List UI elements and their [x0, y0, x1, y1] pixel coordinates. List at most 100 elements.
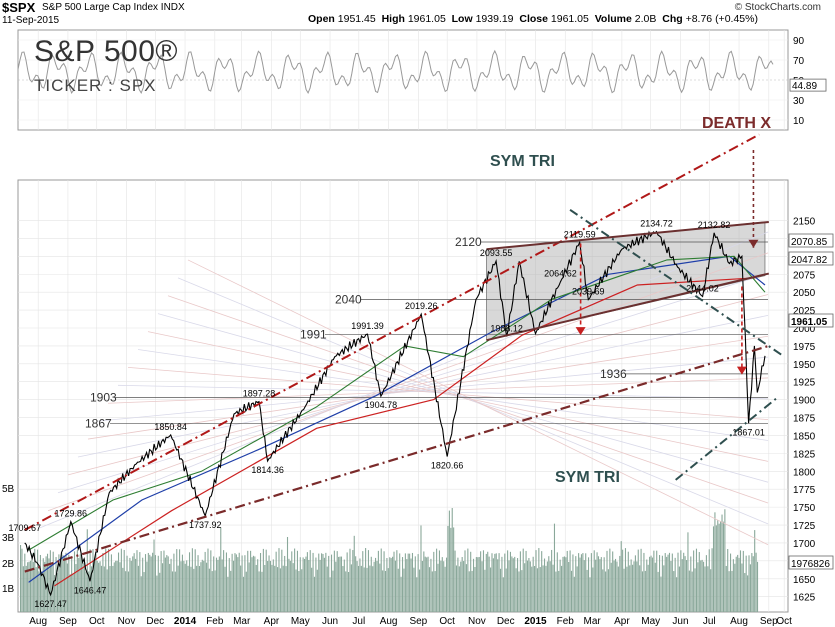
volume-bar [336, 551, 338, 612]
last-price-tag-box [788, 313, 834, 328]
volume-bar [91, 566, 93, 612]
volume-bar [356, 561, 358, 612]
exchange-code: INDX [160, 2, 185, 13]
volume-bar [179, 549, 181, 612]
volume-bar [333, 550, 335, 612]
volume-bar [745, 555, 747, 612]
volume-bar [340, 556, 343, 612]
y-tick-label: 1975 [793, 342, 816, 353]
volume-bar [734, 563, 736, 612]
ma200-price-tag: 2070.85 [791, 237, 828, 248]
volume-bar [269, 560, 272, 612]
volume-bar [282, 565, 284, 612]
volume-bar [127, 571, 130, 612]
volume-bar [227, 576, 229, 612]
volume-bar [641, 571, 644, 612]
volume-bar [626, 566, 628, 612]
high-value: 1961.05 [407, 13, 446, 25]
volume-bar [735, 556, 737, 612]
volume-bar [712, 526, 715, 612]
x-tick-label: Sep [59, 616, 77, 627]
volume-bar [556, 552, 558, 612]
volume-bar [552, 564, 554, 612]
volume-bar [622, 549, 624, 612]
volume-bar [481, 561, 483, 612]
volume-bar [585, 553, 587, 612]
volume-bar [433, 551, 435, 612]
volume-bar [279, 568, 281, 612]
volume-bar [436, 548, 438, 612]
volume-bar [144, 554, 147, 612]
x-tick-label: Aug [380, 616, 398, 627]
volume-bar [281, 549, 283, 612]
volume-bar [404, 553, 406, 612]
volume-bar [119, 562, 121, 612]
volume-bar [586, 569, 588, 612]
volume-bar [490, 567, 492, 612]
volume-bar [262, 548, 264, 612]
volume-bar [247, 550, 249, 612]
volume-bar [174, 571, 176, 612]
volume-bar [176, 549, 178, 612]
volume-bar [531, 566, 533, 612]
volume-bar [744, 573, 746, 612]
trend-fan-line [177, 277, 769, 525]
volume-bar [386, 558, 388, 612]
volume-bar [737, 554, 739, 612]
volume-bar [691, 571, 693, 612]
ma200-price-tag-box [788, 233, 834, 248]
volume-bar [471, 570, 473, 612]
volume-bar [614, 558, 617, 612]
volume-bar [738, 557, 740, 612]
volume-bar [198, 566, 201, 612]
volume-bar [267, 561, 269, 612]
value-annotation: 1729.86 [55, 509, 88, 519]
volume-bar [484, 569, 486, 612]
volume-bar [321, 553, 323, 612]
volume-bar [298, 571, 300, 612]
volume-bar [754, 530, 756, 612]
volume-bar [380, 548, 382, 612]
x-tick-label: Oct [439, 616, 455, 627]
volume-bar [169, 563, 171, 612]
volume-bar [284, 555, 286, 612]
x-tick-label: Apr [264, 616, 280, 627]
volume-bar [440, 560, 442, 612]
volume-bar [326, 566, 328, 612]
volume-bar [345, 571, 347, 612]
volume-bar [504, 553, 506, 612]
volume-bar [196, 565, 198, 612]
volume-bar [590, 553, 592, 612]
volume-bar [65, 552, 67, 612]
volume-bar [630, 559, 632, 612]
volume-bar [156, 575, 158, 612]
volume-bar [259, 553, 262, 612]
death-cross-arrow-head [748, 239, 759, 248]
level-label: 1936 [600, 367, 627, 381]
volume-bar [676, 577, 678, 612]
volume-bar [301, 569, 303, 612]
volume-bar [424, 556, 426, 612]
volume-bar [255, 564, 257, 612]
volume-bar [332, 570, 334, 612]
volume-bar [129, 557, 131, 612]
volume-value-tag: 1976826 [791, 559, 830, 570]
volume-bar [666, 556, 668, 612]
volume-bar [235, 554, 237, 612]
ma50-price-tag-box [788, 251, 834, 266]
volume-bar [291, 551, 293, 612]
volume-bar [751, 553, 753, 612]
trend-fan-line [77, 314, 769, 458]
volume-bar [573, 576, 575, 612]
x-tick-label: Dec [497, 616, 515, 627]
volume-bar [637, 549, 639, 612]
volume-bar [688, 570, 690, 612]
index-name: S&P 500 Large Cap Index [42, 2, 159, 13]
volume-bar [110, 554, 112, 612]
y-tick-label: 1950 [793, 360, 816, 371]
volume-bar [357, 565, 360, 612]
volume-bar [609, 548, 611, 612]
trend-fan-line [87, 335, 769, 440]
volume-bar [613, 560, 615, 612]
volume-bar [428, 567, 431, 612]
